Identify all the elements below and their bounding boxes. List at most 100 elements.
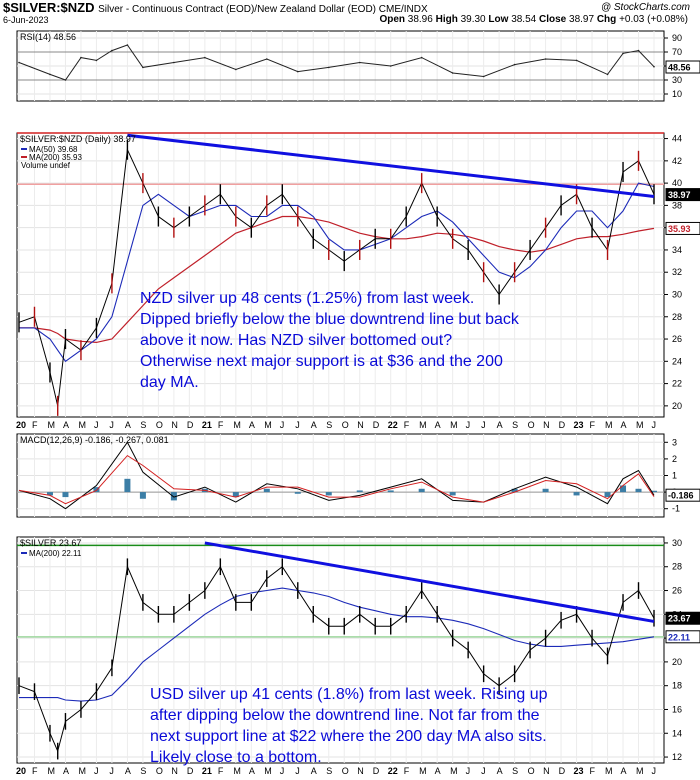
nzd-x-tick-label: J — [295, 420, 300, 430]
usd-x-tick-label: 21 — [202, 766, 212, 776]
nzd-x-tick-label: J — [109, 420, 114, 430]
usd-x-tick-label: F — [218, 766, 224, 776]
price_nzd-tick-label: 38 — [672, 200, 682, 210]
rsi-point — [637, 49, 640, 52]
rsi-point — [327, 66, 330, 69]
price_nzd-tick-label: 30 — [672, 289, 682, 299]
rsi-point — [482, 75, 485, 78]
nzd-x-tick-label: J — [652, 420, 657, 430]
macd-histogram-bar — [356, 490, 363, 493]
usd-legend-ma200: MA(200) 22.11 — [29, 549, 82, 558]
nzd-x-tick-label: A — [311, 420, 317, 430]
usd-x-tick-label: J — [295, 766, 300, 776]
nzd-x-tick-label: 21 — [202, 420, 212, 430]
open-value: 38.96 — [407, 14, 433, 25]
usd-x-tick-label: D — [187, 766, 194, 776]
usd-x-tick-label: M — [419, 766, 427, 776]
high-label: High — [435, 14, 458, 25]
rsi-point — [358, 61, 361, 64]
rsi-title: RSI(14) 48.56 — [20, 32, 76, 42]
rsi-point — [544, 58, 547, 60]
symbol: $SILVER:$NZD — [3, 0, 95, 15]
macd-tick-label: 1 — [672, 471, 677, 481]
price_usd-tick-label: 16 — [672, 704, 682, 714]
close-label: Close — [539, 14, 567, 25]
rsi-point — [80, 56, 82, 59]
price_nzd-tick-label: 32 — [672, 267, 682, 277]
nzd-x-tick-label: F — [404, 420, 410, 430]
usd-annotation-line: after dipping below the downtrend line. … — [150, 707, 540, 724]
macd-histogram-bar — [449, 492, 456, 496]
high-value: 39.30 — [460, 14, 486, 25]
price_nzd-tick-label: 34 — [672, 245, 682, 255]
price_usd-tick-label: 28 — [672, 562, 682, 572]
rsi-point — [126, 44, 129, 46]
rsi-point — [653, 65, 655, 68]
macd-histogram-bar — [46, 492, 53, 496]
nzd-x-tick-label: O — [156, 420, 163, 430]
price_usd-tick-label: 18 — [672, 681, 682, 691]
nzd-x-tick-label: A — [435, 420, 441, 430]
nzd-x-tick-label: J — [94, 420, 99, 430]
nzd-last-value: 38.97 — [668, 190, 691, 200]
usd-x-tick-label: D — [373, 766, 380, 776]
macd-tick-label: -1 — [672, 504, 680, 514]
macd-histogram-bar — [542, 488, 549, 493]
nzd-x-tick-label: J — [481, 420, 486, 430]
macd-tick-label: 2 — [672, 454, 677, 464]
usd-x-tick-label: A — [249, 766, 255, 776]
usd-x-tick-label: 22 — [388, 766, 398, 776]
usd-x-tick-label: M — [47, 766, 55, 776]
usd-x-tick-label: S — [140, 766, 146, 776]
price_nzd-tick-label: 42 — [672, 156, 682, 166]
macd-histogram-bar — [294, 492, 301, 494]
macd-histogram-bar — [124, 478, 131, 493]
rsi-point — [18, 61, 20, 64]
usd-x-tick-label: O — [342, 766, 349, 776]
usd-x-tick-label: N — [171, 766, 178, 776]
rsi-point — [49, 73, 51, 76]
price_nzd-tick-label: 28 — [672, 312, 682, 322]
usd-x-tick-label: F — [404, 766, 410, 776]
nzd-x-tick-label: M — [450, 420, 458, 430]
macd-tick-label: 3 — [672, 437, 677, 447]
nzd-annotation-line: above it now. Has NZD silver bottomed ou… — [140, 332, 453, 349]
price_usd-frame — [16, 536, 665, 764]
nzd-last-badge — [665, 188, 700, 202]
rsi-point — [64, 79, 67, 81]
date-label: 6-Jun-2023 — [3, 15, 49, 25]
nzd-x-tick-label: O — [528, 420, 535, 430]
rsi-point — [420, 56, 423, 59]
usd-x-tick-label: J — [280, 766, 285, 776]
rsi-point — [389, 65, 392, 67]
rsi-tick-label: 30 — [672, 75, 682, 85]
rsi-point — [235, 68, 237, 71]
nzd-x-tick-label: F — [590, 420, 596, 430]
usd-x-tick-label: J — [481, 766, 486, 776]
nzd-x-tick-label: S — [512, 420, 518, 430]
usd-ma200-value: 22.11 — [668, 632, 690, 642]
rsi-point — [575, 59, 578, 62]
nzd-x-tick-label: 22 — [388, 420, 398, 430]
nzd-x-tick-label: M — [605, 420, 613, 430]
price_usd-tick-label: 14 — [672, 728, 682, 738]
nzd-annotation: NZD silver up 48 cents (1.25%) from last… — [140, 288, 519, 393]
usd-x-tick-label: J — [466, 766, 471, 776]
macd-histogram-bar — [232, 492, 239, 498]
usd-last-badge — [665, 611, 700, 625]
rsi-point — [204, 56, 206, 59]
nzd-x-tick-label: 20 — [16, 420, 26, 430]
macd-line — [18, 441, 655, 510]
usd-annotation-line: next support line at $22 where the 200 d… — [150, 728, 547, 745]
rsi-tick-label: 10 — [672, 89, 682, 99]
nzd-x-tick-label: N — [171, 420, 178, 430]
usd-x-tick-label: A — [621, 766, 627, 776]
nzd-x-tick-label: M — [636, 420, 644, 430]
rsi-point — [606, 73, 609, 76]
rsi-point — [622, 52, 624, 55]
symbol-description: Silver - Continuous Contract (EOD)/New Z… — [98, 4, 428, 15]
macd-histogram-bar — [620, 485, 627, 493]
nzd-x-tick-label: M — [47, 420, 55, 430]
usd-x-tick-label: M — [264, 766, 272, 776]
price_nzd-tick-label: 40 — [672, 178, 682, 188]
